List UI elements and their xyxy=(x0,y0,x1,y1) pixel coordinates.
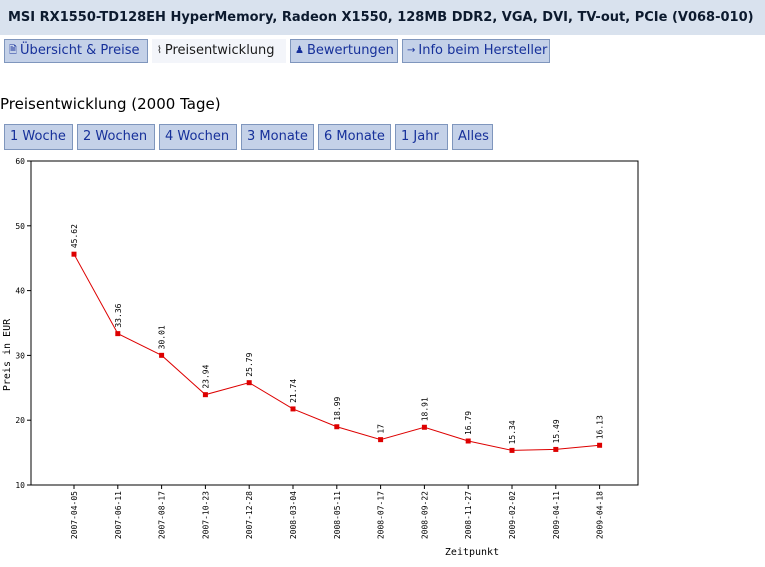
range-1-week-button[interactable]: 1 Woche xyxy=(4,124,73,150)
tab-label: Übersicht & Preise xyxy=(20,43,140,58)
x-tick-label: 2008-09-22 xyxy=(420,491,429,539)
range-4-weeks-button[interactable]: 4 Wochen xyxy=(159,124,237,150)
data-point xyxy=(246,380,252,386)
x-tick-label: 2009-04-11 xyxy=(552,491,561,539)
data-point xyxy=(597,442,603,448)
tab-price-history[interactable]: ⌇ Preisentwicklung xyxy=(152,39,286,63)
tab-label: Info beim Hersteller xyxy=(418,43,548,58)
x-tick-label: 2008-05-11 xyxy=(333,491,342,539)
tab-label: Bewertungen xyxy=(306,43,394,58)
data-points xyxy=(71,251,603,453)
product-title: MSI RX1550-TD128EH HyperMemory, Radeon X… xyxy=(8,10,754,25)
range-1-year-button[interactable]: 1 Jahr xyxy=(395,124,448,150)
tab-label: Preisentwicklung xyxy=(164,43,275,58)
data-point xyxy=(553,446,559,452)
title-bar: MSI RX1550-TD128EH HyperMemory, Radeon X… xyxy=(0,0,765,35)
data-label: 16.13 xyxy=(596,415,605,439)
plot-frame xyxy=(30,160,639,486)
data-label: 30.01 xyxy=(158,325,167,349)
data-label: 17 xyxy=(377,424,386,434)
document-icon: 🗎 xyxy=(9,45,18,56)
data-label: 18.91 xyxy=(420,397,429,421)
tab-manufacturer-info[interactable]: → Info beim Hersteller xyxy=(402,39,550,63)
data-labels: 45.62 33.36 30.01 23.94 25.79 21.74 18.99 17 18.… xyxy=(70,224,605,444)
y-tick-label: 30 xyxy=(15,351,25,360)
data-point xyxy=(115,331,121,337)
x-tick-label: 2007-08-17 xyxy=(158,491,167,539)
y-tick-label: 40 xyxy=(15,287,25,296)
data-label: 18.99 xyxy=(333,396,342,420)
x-axis-label: Zeitpunkt xyxy=(445,547,499,558)
data-point xyxy=(421,424,427,430)
x-tick-label: 2007-12-28 xyxy=(245,491,254,539)
range-all-button[interactable]: Alles xyxy=(452,124,493,150)
x-tick-label: 2008-11-27 xyxy=(464,491,473,539)
range-6-months-button[interactable]: 6 Monate xyxy=(318,124,391,150)
y-tick-label: 20 xyxy=(15,416,25,425)
data-label: 15.34 xyxy=(508,420,517,444)
data-label: 15.49 xyxy=(552,419,561,443)
data-point xyxy=(159,352,165,358)
range-3-months-button[interactable]: 3 Monate xyxy=(241,124,314,150)
x-tick-label: 2009-02-02 xyxy=(508,491,517,539)
x-tick-label: 2007-06-11 xyxy=(114,491,123,539)
data-label: 21.74 xyxy=(289,379,298,403)
data-label: 33.36 xyxy=(114,303,123,327)
data-label: 25.79 xyxy=(245,352,254,376)
data-point xyxy=(465,438,471,444)
tab-reviews[interactable]: ♟ Bewertungen xyxy=(290,39,398,63)
y-tick-label: 10 xyxy=(15,481,25,490)
section-title: Preisentwicklung (2000 Tage) xyxy=(0,95,221,113)
arrow-icon: → xyxy=(407,45,416,56)
y-tick-label: 50 xyxy=(15,222,25,231)
data-point xyxy=(202,392,208,398)
data-label: 16.79 xyxy=(464,411,473,435)
data-point xyxy=(378,437,384,443)
data-point xyxy=(71,251,77,257)
price-chart: Preis in EUR Zeitpunkt 10 20 30 40 50 60 2007… xyxy=(2,157,639,558)
data-point xyxy=(290,406,296,412)
y-tick-label: 60 xyxy=(15,157,25,166)
tab-overview[interactable]: 🗎 Übersicht & Preise xyxy=(4,39,148,63)
x-tick-label: 2008-07-17 xyxy=(377,491,386,539)
range-2-weeks-button[interactable]: 2 Wochen xyxy=(77,124,155,150)
data-point xyxy=(334,424,340,430)
x-tick-label: 2007-10-23 xyxy=(201,491,210,539)
y-axis-label: Preis in EUR xyxy=(2,318,13,391)
chart-icon: ⌇ xyxy=(157,45,162,56)
data-point xyxy=(509,447,515,453)
x-tick-label: 2009-04-18 xyxy=(596,491,605,539)
data-label: 45.62 xyxy=(70,224,79,248)
x-axis: 2007-04-05 2007-06-11 2007-08-17 2007-10-23… xyxy=(70,485,605,539)
y-axis: 10 20 30 40 50 60 xyxy=(15,157,31,490)
person-icon: ♟ xyxy=(295,45,304,56)
data-label: 23.94 xyxy=(201,364,210,388)
x-tick-label: 2007-04-05 xyxy=(70,491,79,539)
x-tick-label: 2008-03-04 xyxy=(289,491,298,539)
